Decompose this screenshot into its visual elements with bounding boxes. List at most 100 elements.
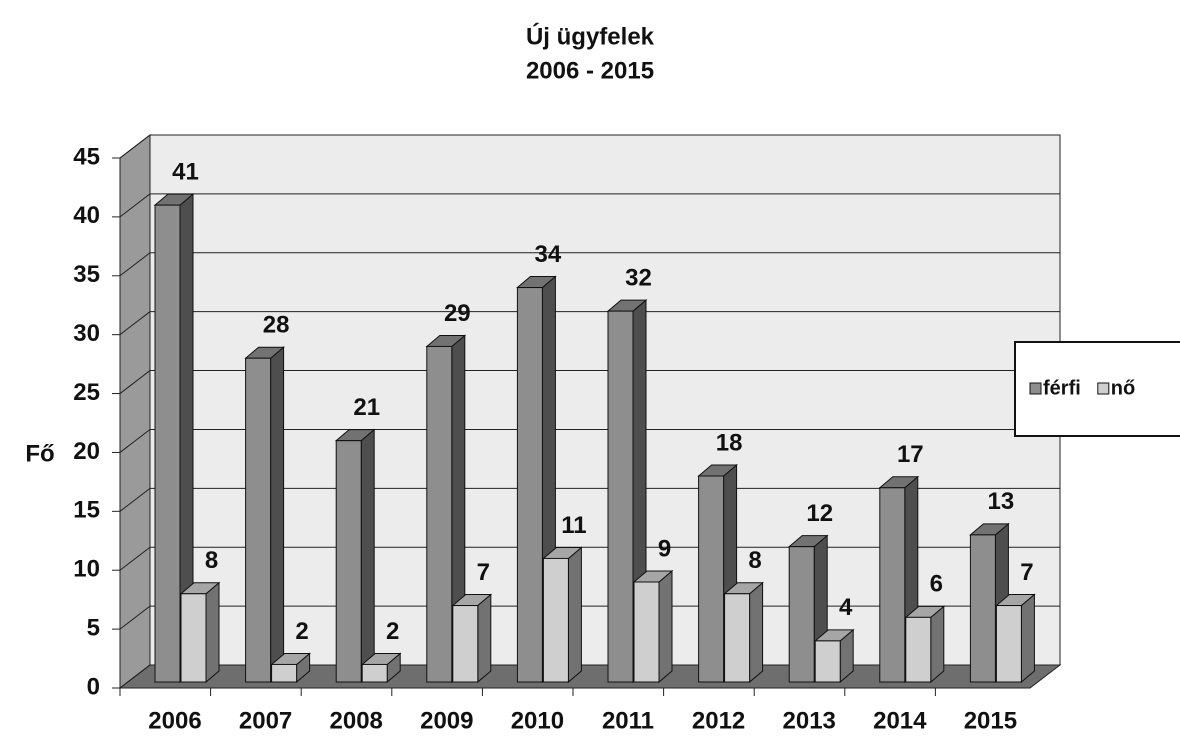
bar-front	[335, 440, 362, 683]
y-tick-label: 10	[73, 556, 100, 583]
bar-side	[205, 581, 220, 684]
value-label: 7	[477, 559, 490, 586]
y-axis-label: Fő	[25, 440, 54, 467]
bar	[179, 581, 221, 684]
y-tick-label: 5	[87, 614, 100, 641]
bar-front	[154, 204, 181, 683]
y-tick-label: 40	[73, 202, 100, 229]
value-label: 6	[930, 571, 943, 598]
bar	[425, 334, 467, 684]
bar-side	[1020, 593, 1035, 684]
x-tick-label: 2014	[873, 707, 927, 734]
x-tick-label: 2007	[239, 707, 292, 734]
value-label: 8	[748, 547, 761, 574]
back-wall	[149, 134, 1061, 666]
legend-swatch	[1029, 382, 1042, 395]
legend-label: férfi	[1043, 377, 1081, 399]
bar-front	[969, 534, 996, 683]
x-tick-label: 2011	[602, 707, 654, 734]
grid-line	[119, 311, 1060, 336]
x-tick-label: 2009	[420, 707, 473, 734]
bar	[813, 628, 855, 684]
bar	[787, 534, 829, 684]
bar-front	[542, 557, 569, 683]
bar-front	[633, 581, 660, 683]
y-tick-label: 25	[73, 379, 100, 406]
y-tick-label: 15	[73, 497, 100, 524]
value-label: 2	[295, 618, 308, 645]
bar-front	[271, 663, 298, 683]
y-tick-label: 45	[73, 143, 100, 170]
bar-front	[452, 605, 479, 683]
bar-front	[180, 593, 207, 683]
bar-front	[698, 475, 725, 683]
x-tick-label: 2008	[330, 707, 383, 734]
value-label: 32	[625, 264, 652, 291]
legend-swatch	[1097, 382, 1110, 395]
bar-side	[360, 428, 375, 684]
value-label: 17	[897, 441, 924, 468]
value-label: 34	[535, 241, 562, 268]
bar-front	[724, 593, 751, 683]
value-label: 8	[205, 547, 218, 574]
bar-front	[361, 663, 388, 683]
chart-subtitle: 2006 - 2015	[526, 57, 654, 84]
bar-front	[607, 310, 634, 683]
bar-side	[477, 593, 492, 684]
bar	[360, 652, 402, 684]
bar-side	[567, 546, 582, 684]
y-tick-label: 35	[73, 261, 100, 288]
value-label: 4	[839, 594, 853, 621]
x-tick-label: 2012	[692, 707, 745, 734]
grid-line	[119, 252, 1060, 277]
value-label: 18	[716, 429, 743, 456]
y-tick-label: 30	[73, 320, 100, 347]
bar-front	[516, 287, 543, 683]
bar-front	[879, 487, 906, 683]
bar	[995, 593, 1036, 684]
y-tick-label: 20	[73, 438, 100, 465]
value-label: 13	[988, 488, 1015, 515]
bar-front	[245, 357, 272, 683]
value-label: 41	[172, 158, 199, 185]
value-label: 28	[263, 312, 290, 339]
bar-front	[814, 640, 841, 683]
x-tick-label: 2010	[511, 707, 564, 734]
value-label: 2	[386, 618, 399, 645]
value-label: 12	[806, 500, 833, 527]
legend-label: nő	[1111, 377, 1135, 399]
bar-front	[905, 616, 932, 683]
bar	[451, 593, 493, 684]
value-label: 21	[353, 394, 380, 421]
bar	[270, 652, 311, 684]
bar-front	[788, 546, 815, 683]
bar-side	[658, 569, 673, 684]
value-label: 7	[1020, 559, 1033, 586]
bar-front	[426, 345, 453, 683]
chart-title: Új ügyfelek	[526, 22, 655, 50]
bar-side	[270, 346, 285, 684]
bar	[334, 428, 376, 684]
bar-side	[930, 605, 945, 684]
bar	[153, 193, 195, 684]
bar	[904, 605, 946, 684]
x-tick-label: 2013	[783, 707, 836, 734]
value-label: 9	[658, 535, 671, 562]
value-label: 29	[444, 300, 471, 327]
x-tick-label: 2015	[964, 707, 1017, 734]
bar	[542, 546, 583, 684]
grid-line	[119, 134, 1060, 159]
bar-front	[995, 605, 1022, 683]
bar	[723, 581, 764, 684]
bar	[632, 569, 674, 684]
bar	[244, 346, 285, 684]
value-label: 11	[561, 512, 586, 539]
x-tick-label: 2006	[148, 707, 201, 734]
grid-line	[119, 370, 1060, 394]
grid-line	[119, 193, 1060, 218]
grid-line	[119, 487, 1060, 512]
side-wall	[119, 133, 151, 690]
grid-line	[119, 428, 1060, 453]
grid-line	[119, 546, 1060, 571]
